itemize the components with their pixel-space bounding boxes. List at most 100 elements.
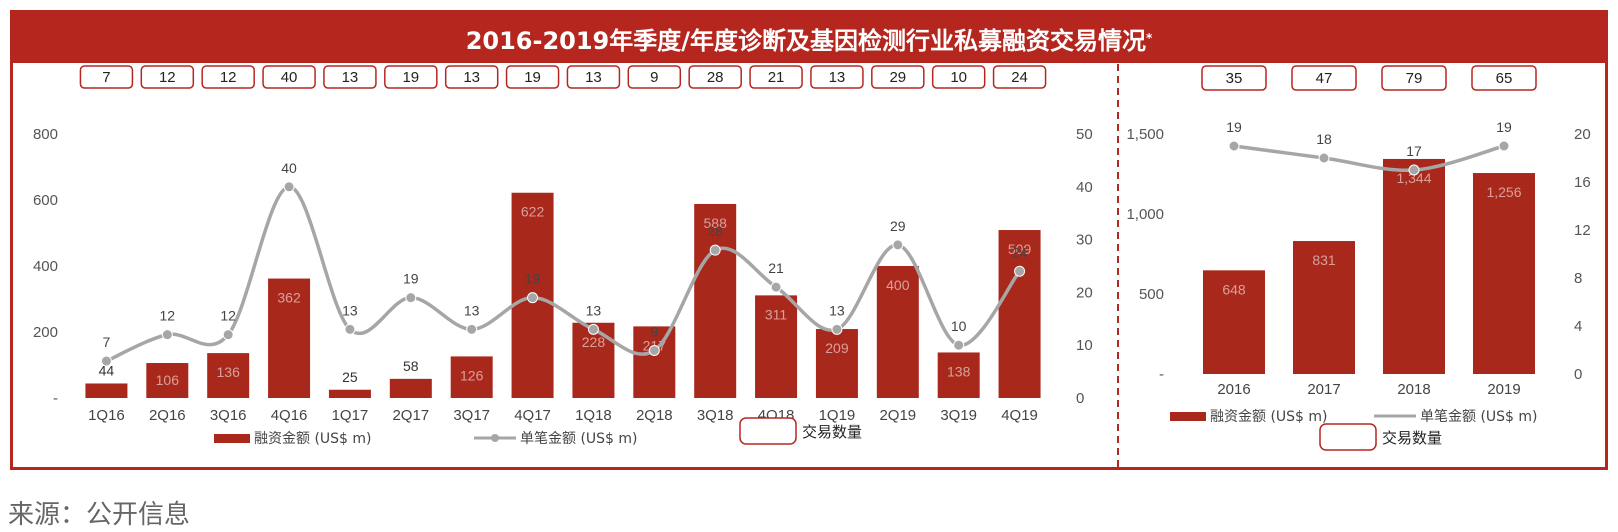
legend-bar-swatch bbox=[214, 434, 250, 443]
source-note: 来源：公开信息 bbox=[8, 500, 191, 530]
line-point bbox=[648, 344, 660, 356]
deal-count-value: 29 bbox=[889, 69, 906, 86]
right-axis-tick-label: 30 bbox=[1076, 232, 1093, 249]
chart-title: 2016-2019年季度/年度诊断及基因检测行业私募融资交易情况 bbox=[465, 26, 1147, 55]
line-point bbox=[1318, 152, 1330, 164]
bar bbox=[1293, 241, 1355, 374]
line-point bbox=[405, 292, 417, 304]
deal-count-value: 21 bbox=[768, 69, 785, 86]
deal-count-box bbox=[688, 65, 742, 89]
deal-count-value: 79 bbox=[1406, 70, 1423, 87]
bar bbox=[1203, 270, 1265, 374]
deal-count-value: 13 bbox=[829, 69, 846, 86]
right-axis-tick-label: 4 bbox=[1574, 318, 1582, 335]
line-value-label: 19 bbox=[525, 271, 541, 287]
deal-count-box bbox=[871, 65, 925, 89]
deal-count-box bbox=[1291, 65, 1357, 91]
bar-value-label: 25 bbox=[342, 369, 358, 385]
deal-count-value: 19 bbox=[524, 69, 541, 86]
bar-value-label: 126 bbox=[460, 367, 484, 383]
bar bbox=[694, 203, 737, 398]
line-value-label: 24 bbox=[1012, 244, 1028, 260]
bar-value-label: 209 bbox=[825, 340, 849, 356]
line-value-label: 9 bbox=[650, 323, 658, 339]
line-point bbox=[587, 323, 599, 335]
right-axis-tick-label: 12 bbox=[1574, 222, 1591, 239]
bar-value-label: 509 bbox=[1008, 241, 1032, 257]
bar-value-label: 588 bbox=[704, 215, 728, 231]
deal-count-box bbox=[566, 65, 621, 89]
deal-count-box bbox=[140, 65, 195, 89]
deal-count-box bbox=[1201, 65, 1267, 91]
line-value-label: 13 bbox=[829, 302, 845, 318]
line-point bbox=[709, 244, 721, 256]
legend-line-label: 单笔金额 (US$ m) bbox=[1420, 409, 1538, 425]
legend-line-label: 单笔金额 (US$ m) bbox=[520, 431, 638, 447]
left-axis-tick-label: - bbox=[1159, 366, 1164, 383]
x-axis-tick-label: 3Q19 bbox=[940, 407, 977, 424]
x-axis-tick-label: 3Q16 bbox=[210, 407, 247, 424]
right-axis-tick-label: 40 bbox=[1076, 179, 1093, 196]
line-value-label: 21 bbox=[768, 260, 784, 276]
line-point bbox=[466, 323, 478, 335]
x-axis-tick-label: 1Q18 bbox=[575, 407, 612, 424]
deal-count-box bbox=[79, 65, 134, 89]
line-point bbox=[1228, 140, 1240, 152]
x-axis-tick-label: 4Q19 bbox=[1001, 407, 1038, 424]
chart-title-bar: 2016-2019年季度/年度诊断及基因检测行业私募融资交易情况 * bbox=[13, 13, 1605, 63]
bar bbox=[389, 378, 432, 398]
bar-value-label: 1,344 bbox=[1396, 170, 1431, 186]
line-series bbox=[105, 185, 1021, 363]
right-axis-tick-label: 0 bbox=[1574, 366, 1582, 383]
title-footnote-mark: * bbox=[1146, 31, 1153, 45]
line-point bbox=[892, 239, 904, 251]
bar bbox=[815, 329, 858, 398]
bar bbox=[85, 383, 128, 398]
line-point bbox=[344, 323, 356, 335]
legend-deal-count-label: 交易数量 bbox=[802, 423, 862, 441]
deal-count-value: 10 bbox=[950, 69, 967, 86]
bar-value-label: 138 bbox=[947, 363, 971, 379]
right-axis-tick-label: 0 bbox=[1076, 390, 1084, 407]
deal-count-value: 35 bbox=[1226, 70, 1243, 87]
left-axis-tick-label: 500 bbox=[1139, 286, 1164, 303]
bar bbox=[755, 295, 798, 398]
bar-value-label: 136 bbox=[217, 364, 241, 380]
line-value-label: 12 bbox=[160, 308, 176, 324]
line-value-label: 13 bbox=[464, 302, 480, 318]
bar bbox=[450, 356, 493, 398]
x-axis-tick-label: 2Q16 bbox=[149, 407, 186, 424]
bar bbox=[207, 353, 250, 398]
bar-value-label: 362 bbox=[277, 290, 301, 306]
left-axis-tick-label: - bbox=[53, 390, 58, 407]
bar bbox=[146, 363, 189, 398]
deal-count-box bbox=[444, 65, 499, 89]
deal-count-value: 24 bbox=[1011, 69, 1028, 86]
bar bbox=[633, 326, 676, 398]
bar bbox=[876, 266, 919, 398]
right-axis-tick-label: 20 bbox=[1076, 284, 1093, 301]
x-axis-tick-label: 2017 bbox=[1307, 381, 1340, 398]
line-value-label: 19 bbox=[403, 271, 419, 287]
x-axis-tick-label: 4Q17 bbox=[514, 407, 551, 424]
line-point bbox=[953, 339, 965, 351]
line-value-label: 12 bbox=[220, 308, 236, 324]
right-axis-tick-label: 50 bbox=[1076, 126, 1093, 143]
line-point bbox=[1408, 164, 1420, 176]
deal-count-box bbox=[384, 65, 438, 89]
left-axis-tick-label: 1,500 bbox=[1126, 126, 1164, 143]
line-point bbox=[222, 329, 234, 341]
line-value-label: 18 bbox=[1316, 131, 1332, 147]
deal-count-box bbox=[931, 65, 986, 89]
bar bbox=[268, 278, 311, 398]
x-axis-tick-label: 1Q19 bbox=[819, 407, 856, 424]
line-value-label: 28 bbox=[707, 223, 723, 239]
bar-value-label: 58 bbox=[403, 358, 419, 374]
line-series bbox=[1233, 144, 1505, 173]
legend-deal-count-swatch bbox=[739, 417, 797, 445]
deal-count-value: 28 bbox=[707, 69, 724, 86]
deal-count-value: 7 bbox=[102, 69, 110, 86]
bar-value-label: 622 bbox=[521, 204, 545, 220]
line-value-label: 19 bbox=[1496, 119, 1512, 135]
